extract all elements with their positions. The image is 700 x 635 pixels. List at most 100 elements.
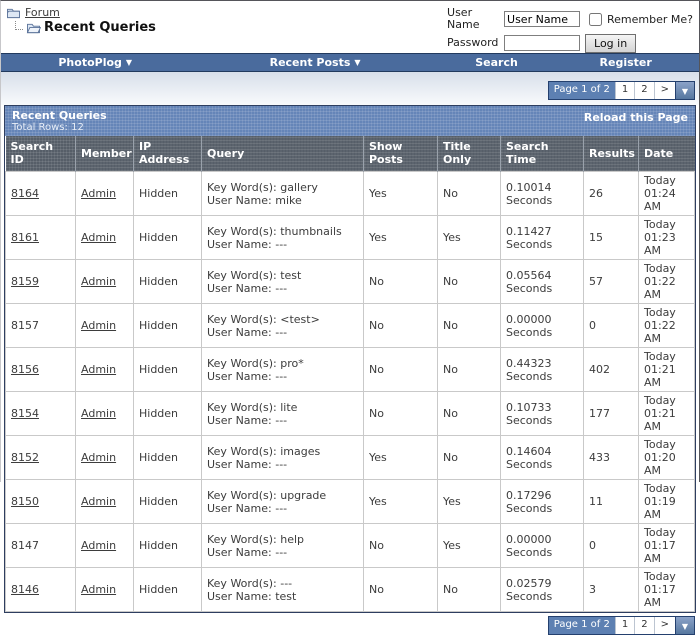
pagination-page-1[interactable]: 1 [614, 617, 634, 634]
member-link[interactable]: Admin [81, 275, 117, 288]
cell-results: 0 [583, 303, 639, 348]
cell-title-only: No [437, 391, 501, 436]
breadcrumb: Forum Recent Queries [6, 6, 156, 53]
cell-ip-address: Hidden [133, 347, 202, 392]
reload-page-link[interactable]: Reload this Page [583, 111, 688, 124]
column-header-member: Member [75, 136, 134, 172]
date-line: Today [644, 394, 676, 407]
table-row: 8152 Admin Hidden Key Word(s): images User N… [5, 435, 695, 480]
search-time-line: 0.17296 [506, 488, 552, 502]
remember-me: Remember Me? [585, 10, 693, 29]
nav-item-label: PhotoPlog [58, 56, 122, 69]
cell-date: Today 01:17 AM [638, 567, 695, 612]
password-input[interactable] [504, 35, 581, 52]
panel-title-bar: Recent Queries Total Rows: 12 Reload thi… [5, 106, 695, 136]
cell-query: Key Word(s): gallery User Name: mike [201, 171, 364, 216]
panel-subtitle: Total Rows: 12 [12, 122, 84, 133]
search-id-link[interactable]: 8161 [11, 231, 39, 244]
nav-item-search[interactable]: Search [441, 56, 553, 69]
username-label: User Name [447, 6, 480, 32]
login-form: User Name Remember Me? Password Log in [447, 7, 693, 53]
cell-results: 402 [583, 347, 639, 392]
query-line: User Name: --- [207, 325, 288, 339]
folder-icon [7, 8, 20, 18]
member-link[interactable]: Admin [81, 451, 117, 464]
member-link[interactable]: Admin [81, 407, 117, 420]
cell-search-id: 8147 [5, 523, 76, 568]
cell-results: 11 [583, 479, 639, 524]
pagination-next[interactable]: > [653, 82, 675, 99]
nav-item-label: Recent Posts [269, 56, 351, 69]
cell-member: Admin [75, 523, 134, 568]
nav-item-register[interactable]: Register [552, 56, 699, 69]
search-time-line: 0.11427 [506, 224, 552, 238]
breadcrumb-forum-link[interactable]: Forum [25, 6, 60, 19]
query-line: Key Word(s): thumbnails [207, 224, 342, 238]
member-link[interactable]: Admin [81, 583, 117, 596]
login-button-wrap: Log in [585, 33, 693, 53]
cell-ip-address: Hidden [133, 215, 202, 260]
nav-item-recent-posts[interactable]: Recent Posts ▼ [189, 56, 440, 69]
cell-show-posts: Yes [363, 215, 438, 260]
pagination-next[interactable]: > [653, 617, 675, 634]
search-id-link[interactable]: 8159 [11, 275, 39, 288]
cell-ip-address: Hidden [133, 259, 202, 304]
search-id-link[interactable]: 8150 [11, 495, 39, 508]
date-line: 01:19 AM [644, 495, 676, 521]
search-id-link[interactable]: 8146 [11, 583, 39, 596]
date-line: Today [644, 262, 676, 275]
cell-title-only: No [437, 259, 501, 304]
folder-open-icon [26, 23, 41, 33]
cell-query: Key Word(s): pro* User Name: --- [201, 347, 364, 392]
search-id-link[interactable]: 8152 [11, 451, 39, 464]
cell-search-time: 0.00000 Seconds [500, 523, 584, 568]
cell-query: Key Word(s): lite User Name: --- [201, 391, 364, 436]
column-header-results: Results [583, 136, 639, 172]
password-label: Password [447, 36, 499, 50]
member-link[interactable]: Admin [81, 319, 117, 332]
pagination-page-2[interactable]: 2 [634, 82, 653, 99]
search-id-link[interactable]: 8156 [11, 363, 39, 376]
date-line: 01:23 AM [644, 231, 676, 257]
tree-connector-icon [15, 20, 23, 30]
query-line: Key Word(s): <test> [207, 312, 320, 326]
search-id-link[interactable]: 8164 [11, 187, 39, 200]
member-link[interactable]: Admin [81, 231, 117, 244]
pagination-dropdown-button[interactable]: ▼ [675, 82, 694, 99]
table-header-row: Search ID Member IP Address Query Show Posts… [6, 136, 695, 172]
cell-date: Today 01:19 AM [638, 479, 695, 524]
search-time-line: 0.14604 [506, 444, 552, 458]
remember-me-checkbox[interactable] [589, 12, 603, 26]
nav-item-label: Register [599, 56, 652, 69]
pagination-dropdown-button[interactable]: ▼ [675, 617, 694, 634]
query-line: Key Word(s): test [207, 268, 302, 282]
cell-search-time: 0.05564 Seconds [500, 259, 584, 304]
cell-date: Today 01:22 AM [638, 259, 695, 304]
member-link[interactable]: Admin [81, 539, 117, 552]
login-button[interactable]: Log in [585, 33, 637, 53]
query-line: User Name: test [207, 589, 297, 603]
nav-item-photoplog[interactable]: PhotoPlog ▼ [1, 56, 189, 69]
pagination-top: Page 1 of 2 1 2 > ▼ [547, 81, 695, 100]
cell-show-posts: Yes [363, 479, 438, 524]
member-link[interactable]: Admin [81, 495, 117, 508]
search-id-link[interactable]: 8154 [11, 407, 39, 420]
date-line: 01:22 AM [644, 319, 676, 345]
cell-member: Admin [75, 259, 134, 304]
username-input[interactable] [504, 11, 581, 28]
member-link[interactable]: Admin [81, 363, 117, 376]
cell-ip-address: Hidden [133, 523, 202, 568]
search-time-line: Seconds [506, 325, 553, 339]
cell-results: 433 [583, 435, 639, 480]
pagination-bottom: Page 1 of 2 1 2 > ▼ [547, 616, 695, 635]
pagination-page-1[interactable]: 1 [614, 82, 634, 99]
cell-title-only: No [437, 435, 501, 480]
column-header-search-time: Search Time [500, 136, 584, 172]
pagination-page-2[interactable]: 2 [634, 617, 653, 634]
search-id-text: 8157 [11, 319, 39, 332]
cell-search-time: 0.10733 Seconds [500, 391, 584, 436]
cell-ip-address: Hidden [133, 435, 202, 480]
query-line: User Name: --- [207, 369, 288, 383]
member-link[interactable]: Admin [81, 187, 117, 200]
